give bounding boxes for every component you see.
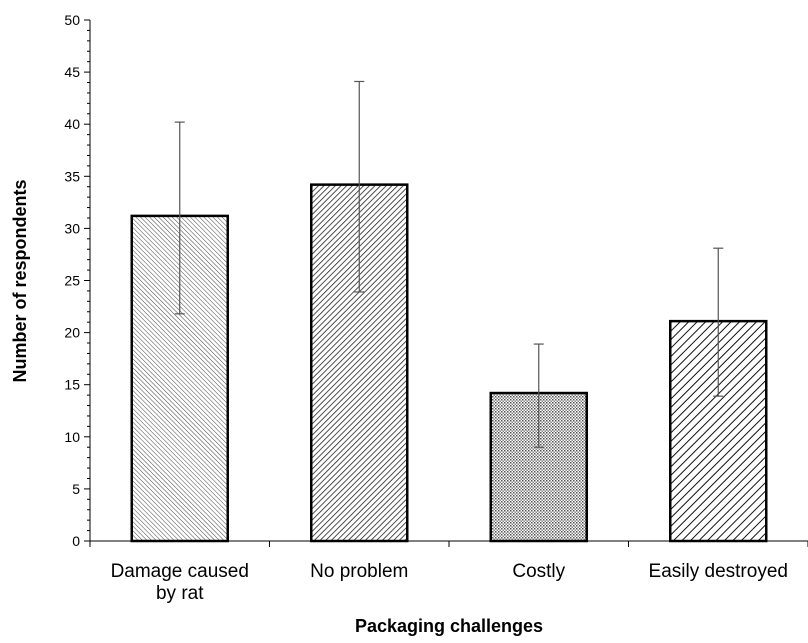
y-tick-label: 10 [64, 429, 80, 445]
y-tick-label: 45 [64, 64, 80, 80]
y-tick-label: 50 [64, 12, 80, 28]
y-tick-label: 15 [64, 377, 80, 393]
error-bars-group [174, 80, 724, 448]
x-tick-label: Costly [512, 561, 565, 582]
y-tick-label: 5 [72, 481, 80, 497]
x-tick-labels: Damage caused by rat No problem Costly Easil… [111, 561, 788, 604]
x-axis-title: Packaging challenges [355, 616, 543, 636]
x-tick-label: No problem [310, 561, 408, 582]
x-tick-label: Damage caused by rat [111, 561, 249, 604]
y-tick-label: 25 [64, 273, 80, 289]
bars-group [130, 183, 768, 543]
y-tick-label: 35 [64, 168, 80, 184]
y-tick-label: 40 [64, 116, 80, 132]
y-axis-title: Number of respondents [10, 179, 30, 382]
y-tick-label: 20 [64, 325, 80, 341]
y-tick-label: 0 [72, 533, 80, 549]
y-axis: 0 5 10 15 20 25 30 35 40 45 50 [64, 12, 91, 549]
y-tick-label: 30 [64, 220, 80, 236]
x-tick-label: Easily destroyed [649, 561, 788, 582]
